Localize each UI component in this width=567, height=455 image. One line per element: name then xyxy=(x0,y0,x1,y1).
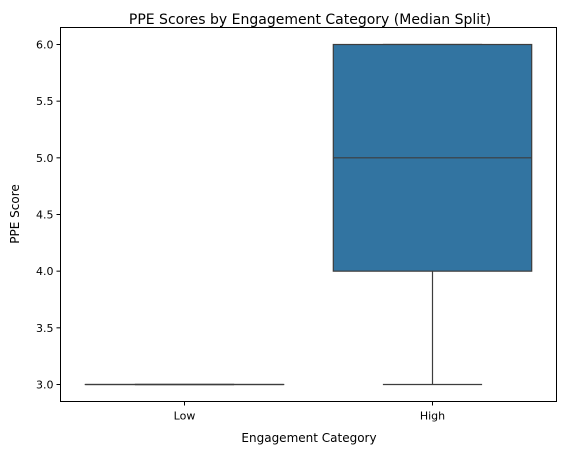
y-tick-label: 5.5 xyxy=(36,95,54,108)
y-tick-label: 3.0 xyxy=(36,379,54,392)
y-tick-label: 4.0 xyxy=(36,265,54,278)
y-tick-label: 4.5 xyxy=(36,209,54,222)
y-axis-label: PPE Score xyxy=(8,184,22,243)
x-tick-label: Low xyxy=(174,410,196,423)
x-tick-label: High xyxy=(420,410,445,423)
boxes-layer xyxy=(84,43,533,386)
box-high xyxy=(332,43,533,386)
y-tick-label: 5.0 xyxy=(36,152,54,165)
y-tick-label: 6.0 xyxy=(36,39,54,52)
x-axis-label: Engagement Category xyxy=(241,431,376,445)
y-tick-label: 3.5 xyxy=(36,322,54,335)
chart-title: PPE Scores by Engagement Category (Media… xyxy=(129,12,491,28)
y-axis: 3.0 3.5 4.0 4.5 5.0 5.5 6.0 xyxy=(36,39,61,392)
x-axis: Low High xyxy=(174,401,445,423)
